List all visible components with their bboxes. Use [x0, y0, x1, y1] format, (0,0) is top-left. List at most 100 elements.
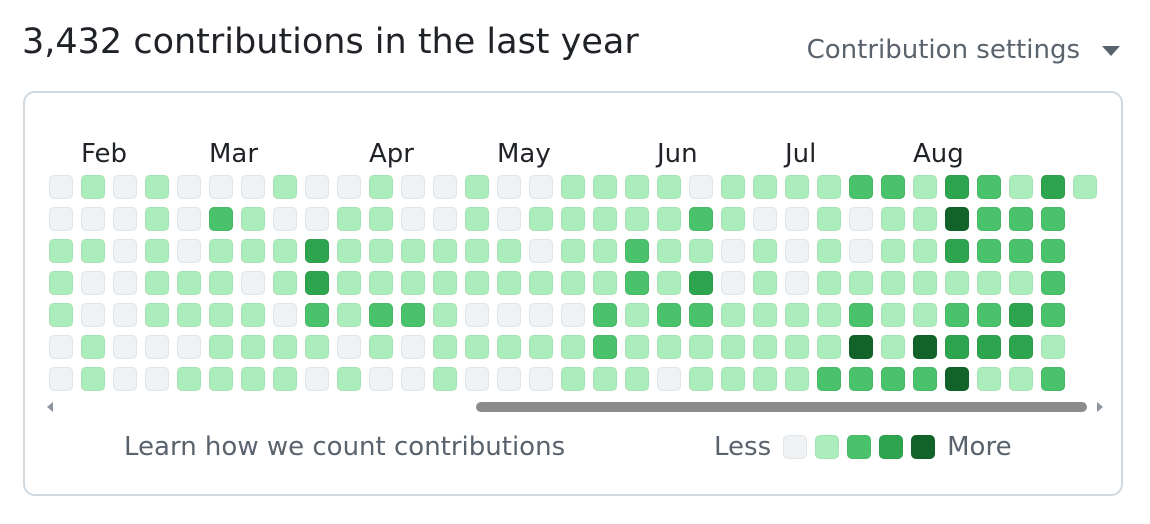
- contribution-day-cell[interactable]: [529, 367, 553, 391]
- contribution-day-cell[interactable]: [721, 367, 745, 391]
- contribution-day-cell[interactable]: [913, 335, 937, 359]
- contribution-day-cell[interactable]: [49, 367, 73, 391]
- contribution-day-cell[interactable]: [273, 367, 297, 391]
- contribution-day-cell[interactable]: [529, 271, 553, 295]
- contribution-day-cell[interactable]: [817, 271, 841, 295]
- contribution-day-cell[interactable]: [753, 207, 777, 231]
- contribution-day-cell[interactable]: [817, 239, 841, 263]
- contribution-day-cell[interactable]: [977, 367, 1001, 391]
- contribution-day-cell[interactable]: [113, 175, 137, 199]
- contribution-day-cell[interactable]: [337, 303, 361, 327]
- contribution-day-cell[interactable]: [721, 207, 745, 231]
- contribution-day-cell[interactable]: [177, 175, 201, 199]
- contribution-day-cell[interactable]: [241, 271, 265, 295]
- contribution-day-cell[interactable]: [625, 335, 649, 359]
- contribution-day-cell[interactable]: [529, 303, 553, 327]
- scroll-left-arrow-icon[interactable]: [47, 402, 53, 412]
- contribution-day-cell[interactable]: [433, 367, 457, 391]
- contribution-day-cell[interactable]: [913, 175, 937, 199]
- contribution-day-cell[interactable]: [721, 175, 745, 199]
- contribution-day-cell[interactable]: [689, 239, 713, 263]
- contribution-day-cell[interactable]: [529, 207, 553, 231]
- contribution-day-cell[interactable]: [369, 271, 393, 295]
- contribution-day-cell[interactable]: [305, 335, 329, 359]
- contribution-day-cell[interactable]: [689, 207, 713, 231]
- contribution-day-cell[interactable]: [753, 367, 777, 391]
- contribution-day-cell[interactable]: [49, 303, 73, 327]
- contribution-day-cell[interactable]: [241, 303, 265, 327]
- contribution-day-cell[interactable]: [785, 207, 809, 231]
- contribution-day-cell[interactable]: [913, 367, 937, 391]
- contribution-day-cell[interactable]: [1009, 175, 1033, 199]
- contribution-day-cell[interactable]: [1041, 175, 1065, 199]
- contribution-day-cell[interactable]: [145, 367, 169, 391]
- contribution-day-cell[interactable]: [113, 367, 137, 391]
- contribution-day-cell[interactable]: [433, 335, 457, 359]
- contribution-day-cell[interactable]: [593, 175, 617, 199]
- contribution-day-cell[interactable]: [49, 207, 73, 231]
- contribution-day-cell[interactable]: [689, 271, 713, 295]
- contribution-day-cell[interactable]: [721, 239, 745, 263]
- contribution-day-cell[interactable]: [241, 239, 265, 263]
- contribution-day-cell[interactable]: [401, 335, 425, 359]
- contribution-day-cell[interactable]: [561, 239, 585, 263]
- contribution-day-cell[interactable]: [497, 367, 521, 391]
- contribution-day-cell[interactable]: [913, 271, 937, 295]
- contribution-day-cell[interactable]: [529, 335, 553, 359]
- contribution-day-cell[interactable]: [145, 207, 169, 231]
- contribution-day-cell[interactable]: [1041, 271, 1065, 295]
- contribution-day-cell[interactable]: [1009, 367, 1033, 391]
- contribution-day-cell[interactable]: [273, 271, 297, 295]
- contribution-day-cell[interactable]: [785, 239, 809, 263]
- contribution-day-cell[interactable]: [241, 207, 265, 231]
- contribution-day-cell[interactable]: [337, 271, 361, 295]
- contribution-day-cell[interactable]: [625, 239, 649, 263]
- contribution-day-cell[interactable]: [785, 335, 809, 359]
- contribution-settings-dropdown[interactable]: Contribution settings: [807, 30, 1120, 70]
- contribution-day-cell[interactable]: [753, 303, 777, 327]
- contribution-day-cell[interactable]: [977, 207, 1001, 231]
- contribution-day-cell[interactable]: [817, 303, 841, 327]
- contribution-day-cell[interactable]: [49, 335, 73, 359]
- contribution-day-cell[interactable]: [1041, 367, 1065, 391]
- contribution-day-cell[interactable]: [49, 175, 73, 199]
- contribution-day-cell[interactable]: [689, 367, 713, 391]
- contribution-day-cell[interactable]: [497, 303, 521, 327]
- contribution-day-cell[interactable]: [945, 271, 969, 295]
- contribution-day-cell[interactable]: [337, 175, 361, 199]
- contribution-day-cell[interactable]: [465, 239, 489, 263]
- contribution-day-cell[interactable]: [625, 303, 649, 327]
- contribution-day-cell[interactable]: [177, 335, 201, 359]
- contribution-day-cell[interactable]: [849, 303, 873, 327]
- contribution-day-cell[interactable]: [657, 271, 681, 295]
- contribution-day-cell[interactable]: [369, 207, 393, 231]
- contribution-day-cell[interactable]: [337, 335, 361, 359]
- contribution-day-cell[interactable]: [849, 175, 873, 199]
- contribution-day-cell[interactable]: [337, 207, 361, 231]
- contribution-day-cell[interactable]: [1009, 335, 1033, 359]
- contribution-day-cell[interactable]: [305, 367, 329, 391]
- contribution-day-cell[interactable]: [81, 175, 105, 199]
- contribution-day-cell[interactable]: [401, 175, 425, 199]
- contribution-day-cell[interactable]: [113, 335, 137, 359]
- contribution-day-cell[interactable]: [625, 175, 649, 199]
- contribution-day-cell[interactable]: [881, 239, 905, 263]
- contribution-day-cell[interactable]: [401, 367, 425, 391]
- contribution-day-cell[interactable]: [209, 207, 233, 231]
- contribution-day-cell[interactable]: [369, 175, 393, 199]
- contribution-day-cell[interactable]: [209, 239, 233, 263]
- contribution-day-cell[interactable]: [1009, 207, 1033, 231]
- contribution-day-cell[interactable]: [561, 335, 585, 359]
- contribution-day-cell[interactable]: [177, 239, 201, 263]
- contribution-day-cell[interactable]: [785, 303, 809, 327]
- contribution-day-cell[interactable]: [593, 335, 617, 359]
- contribution-day-cell[interactable]: [561, 175, 585, 199]
- contribution-day-cell[interactable]: [849, 239, 873, 263]
- contribution-day-cell[interactable]: [529, 239, 553, 263]
- contribution-day-cell[interactable]: [177, 367, 201, 391]
- contribution-day-cell[interactable]: [305, 271, 329, 295]
- contribution-day-cell[interactable]: [753, 335, 777, 359]
- contribution-day-cell[interactable]: [1041, 239, 1065, 263]
- contribution-day-cell[interactable]: [945, 335, 969, 359]
- contribution-day-cell[interactable]: [785, 175, 809, 199]
